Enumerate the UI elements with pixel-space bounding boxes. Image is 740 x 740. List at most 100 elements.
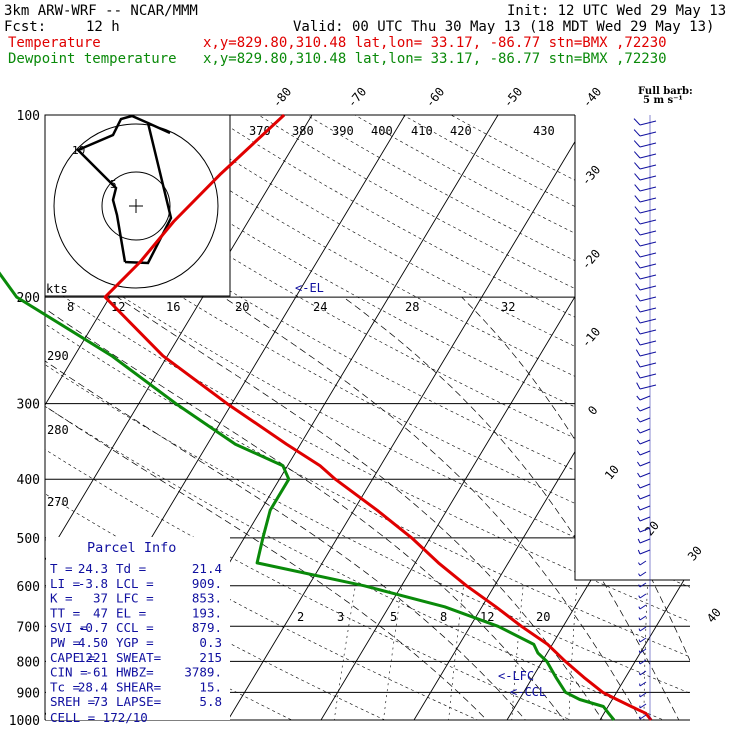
mixing-ratio-label: 20 [536,610,550,624]
parcel-v1: -61 [85,665,108,680]
wind-barb-flag [639,626,647,632]
isotherm-label: -70 [345,85,370,111]
parcel-k1: Tc = [50,679,80,694]
wind-barb-flag [639,692,647,698]
wind-barb-flag [639,362,657,368]
pressure-label: 900 [17,686,40,701]
wind-barb-flag [639,296,657,302]
wind-barb-flag [639,560,647,566]
isotherm-line [684,115,690,720]
hodograph-speed-label: 12 [111,300,125,314]
dry-adiabat [45,115,602,720]
pressure-label: 300 [17,398,40,413]
wind-barb-flag [639,505,651,511]
moist-adiabat [343,296,686,720]
wind-barb-flag [639,461,651,467]
isotherm-line [219,115,592,720]
isotherm-label: 10 [602,462,622,482]
isotherm-line [0,115,33,733]
parcel-v1: 1221 [78,650,108,665]
valid-time: Valid: 00 UTC Thu 30 May 13 (18 MDT Wed … [293,19,714,35]
wind-barb [637,527,641,533]
wind-barb [637,472,641,478]
annotation-label: <-EL [295,281,324,295]
theta-label: 420 [450,124,472,138]
parcel-v2: 21.4 [192,561,222,576]
barb-legend-value: 5 m s⁻¹ [643,95,683,106]
isotherm-line [45,115,313,720]
dry-adiabat [45,115,690,720]
hodograph-speed-label: 28 [405,300,419,314]
wind-barb-flag [639,659,647,665]
wind-barb-flag [639,703,647,709]
moist-adiabat [45,296,500,720]
parcel-k1: SVI = [50,620,88,635]
parcel-k2: CCL = [116,620,154,635]
wind-barb-flag [639,615,647,621]
parcel-v2: 15. [199,679,222,694]
annotation-label: <-CCL [510,685,546,699]
wind-barb-flag [639,263,657,269]
wind-barb-flag [639,483,651,489]
parcel-k1: PW = [50,635,80,650]
wind-barb-flag [639,395,651,401]
wind-barb [636,382,641,390]
dry-adiabat [450,115,690,720]
mixing-ratio-label: 3 [337,610,344,624]
wind-barb-flag [639,593,647,599]
wind-barb [635,327,641,335]
dry-adiabat [45,115,690,720]
wind-barb [634,173,641,181]
wind-barb-flag [639,538,651,544]
wind-barb [633,140,641,148]
dry-adiabat [45,115,690,720]
mixing-ratio-line [510,585,524,720]
isotherm-label: -30 [579,163,604,189]
wind-barb [635,316,641,324]
pressure-label: 1000 [9,714,40,729]
isotherm-label: -60 [423,85,448,111]
wind-barb [637,505,641,511]
wind-barb [634,217,641,225]
parcel-k1: LI = [50,576,80,591]
dry-adiabat [162,115,690,720]
isotherm-label: 0 [585,403,600,418]
theta-label: 270 [47,495,69,509]
wind-barb [634,228,641,236]
mixing-ratio-label: 8 [440,610,447,624]
parcel-cell: CELL = 172/10 [50,710,148,725]
mixing-ratio-label: 5 [390,610,397,624]
parcel-v2: 5.8 [199,694,222,709]
wind-barb-flag [639,527,651,533]
parcel-info-panel: Parcel Info T = 24.3 Td = 21.4 LI =-3.8 LCL =… [46,537,230,725]
wind-barb [636,371,641,379]
wind-barb [636,395,641,401]
pressure-label: 800 [17,655,40,670]
dewpoint-profile [0,271,616,721]
wind-barb-flag [639,307,657,313]
isotherm-label: 40 [704,605,724,625]
dry-adiabat [258,115,690,720]
wind-barb [634,195,641,203]
parcel-v1: 4.50 [78,635,108,650]
wind-barb-flag [639,120,657,126]
parcel-v2: 193. [192,605,222,620]
mixing-ratio-line [332,585,356,720]
parcel-v1: 24.3 [78,561,108,576]
wind-barb-flag [639,153,657,159]
wind-barb-flag [639,571,647,577]
dry-adiabat [45,115,690,720]
wind-barb-flag [639,175,657,181]
wind-barb [635,349,641,357]
parcel-k1: CIN = [50,665,88,680]
parcel-v1: 47 [93,605,108,620]
dry-adiabat [210,115,690,720]
theta-label: 290 [47,349,69,363]
wind-barb-flag [639,252,657,258]
wind-barb-flag [639,549,651,555]
wind-barb-flag [639,516,651,522]
wind-barb [636,439,641,445]
isotherm-label: -80 [270,85,295,111]
wind-barb-flag [639,230,657,236]
